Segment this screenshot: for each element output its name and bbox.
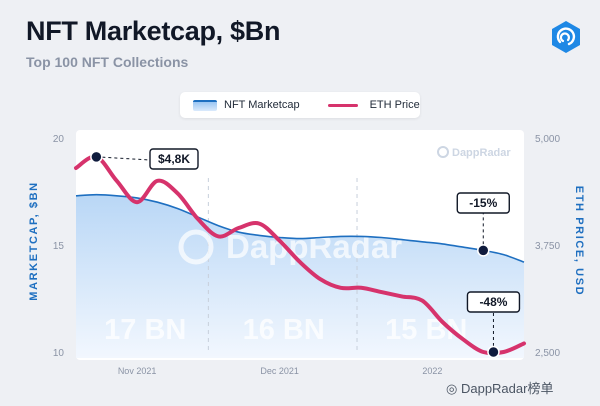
right-tick-label: 2,500 — [535, 348, 560, 359]
left-tick-label: 10 — [53, 348, 65, 359]
wechat-icon: ◎ — [446, 381, 458, 396]
x-tick-label: 2022 — [422, 366, 442, 376]
legend-swatch-marketcap — [193, 99, 217, 111]
marketcap-callout-box — [456, 192, 510, 214]
series-line-eth — [74, 154, 526, 356]
page-title: NFT Marketcap, $Bn — [26, 16, 281, 46]
peak-callout-marker — [90, 150, 103, 164]
right-tick-label: 3,750 — [535, 241, 560, 252]
footer-watermark: ◎ DappRadar榜单 — [446, 378, 553, 397]
left-axis-title: MARKETCAP, $BN — [26, 176, 42, 306]
right-axis-title-text: ETH PRICE, USD — [573, 185, 585, 297]
small-watermark: DappRadar — [452, 147, 511, 159]
legend-item-eth: ETH Price — [300, 99, 420, 111]
period-band-label: 17 BN — [104, 314, 186, 346]
eth-callout-box — [466, 291, 521, 313]
legend-label-eth: ETH Price — [369, 99, 420, 111]
peak-callout-label: $4,8K — [158, 152, 190, 166]
x-tick-label: Nov 2021 — [118, 366, 157, 376]
page-subtitle: Top 100 NFT Collections — [26, 54, 189, 70]
left-axis-title-text: MARKETCAP, $BN — [28, 181, 40, 301]
eth-callout-label: -48% — [479, 295, 507, 309]
legend-label-marketcap: NFT Marketcap — [224, 99, 300, 111]
small-watermark-icon — [437, 146, 449, 158]
eth-callout-marker — [487, 345, 500, 359]
plot-watermark-icon — [178, 229, 214, 265]
left-tick-label: 15 — [53, 241, 65, 252]
series-line-marketcap — [75, 193, 525, 263]
x-tick-label: Dec 2021 — [260, 366, 299, 376]
period-band-label: 16 BN — [243, 314, 325, 346]
period-band-label: 15 BN — [385, 314, 467, 346]
chart-legend: NFT Marketcap ETH Price — [180, 92, 420, 118]
legend-swatch-eth — [327, 103, 358, 107]
marketcap-callout-label: -15% — [469, 196, 497, 210]
marketcap-callout-marker — [477, 244, 490, 257]
peak-callout-box — [149, 148, 199, 170]
plot-watermark: DappRadar — [226, 228, 402, 265]
legend-item-marketcap: NFT Marketcap — [180, 99, 300, 111]
peak-callout-leader — [96, 156, 151, 161]
right-tick-label: 5,000 — [535, 134, 560, 145]
dappradar-logo — [552, 21, 580, 53]
right-axis-title: ETH PRICE, USD — [571, 176, 587, 306]
footer-watermark-text: DappRadar榜单 — [460, 381, 554, 396]
left-tick-label: 20 — [53, 134, 65, 145]
